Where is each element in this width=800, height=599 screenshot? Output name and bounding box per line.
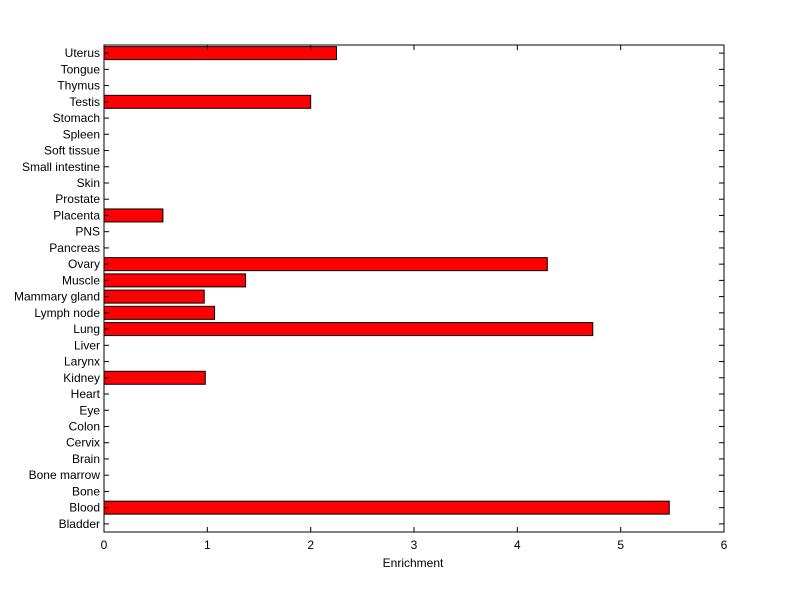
bar-lung <box>103 322 594 337</box>
y-tick-label-thymus: Thymus <box>57 79 100 93</box>
y-tick-label-blood: Blood <box>69 501 100 515</box>
y-tick-label-ovary: Ovary <box>68 257 100 271</box>
y-tick-label-skin: Skin <box>77 176 100 190</box>
y-tick-label-kidney: Kidney <box>63 371 100 385</box>
x-tick-label-6: 6 <box>721 538 728 552</box>
x-tick-label-1: 1 <box>204 538 211 552</box>
y-tick-label-spleen: Spleen <box>63 127 100 141</box>
bars-layer <box>103 46 670 515</box>
bar-uterus <box>103 46 337 61</box>
y-tick-label-bone-marrow: Bone marrow <box>29 468 101 482</box>
plot-area-frame <box>103 44 725 533</box>
y-tick-label-brain: Brain <box>72 452 100 466</box>
y-tick-label-lung: Lung <box>73 322 100 336</box>
y-tick-label-larynx: Larynx <box>64 355 100 369</box>
ticks-layer <box>103 45 725 532</box>
y-tick-label-heart: Heart <box>71 387 101 401</box>
bar-lymph-node <box>103 305 216 320</box>
bar-placenta <box>103 208 164 223</box>
tick-labels-layer: Bladder Blood Bone Bone marrow Brain Cervix Co… <box>14 46 728 552</box>
x-tick-label-4: 4 <box>514 538 521 552</box>
y-tick-label-soft-tissue: Soft tissue <box>44 144 100 158</box>
bar-mammary-gland <box>103 289 205 304</box>
y-tick-label-muscle: Muscle <box>62 273 100 287</box>
y-tick-label-prostate: Prostate <box>55 192 100 206</box>
y-tick-label-mammary-gland: Mammary gland <box>14 290 100 304</box>
y-tick-label-liver: Liver <box>74 338 100 352</box>
y-tick-label-lymph-node: Lymph node <box>34 306 100 320</box>
x-tick-label-0: 0 <box>101 538 108 552</box>
bar-testis <box>103 94 312 109</box>
x-tick-label-3: 3 <box>411 538 418 552</box>
bar-kidney <box>103 370 206 385</box>
bar-blood <box>103 500 670 515</box>
y-tick-label-pns: PNS <box>75 225 100 239</box>
y-tick-label-bone: Bone <box>72 484 100 498</box>
bar-ovary <box>103 257 548 272</box>
bar-muscle <box>103 273 247 288</box>
x-tick-label-2: 2 <box>307 538 314 552</box>
y-tick-label-colon: Colon <box>69 419 100 433</box>
x-axis-label: Enrichment <box>383 556 444 570</box>
x-tick-label-5: 5 <box>617 538 624 552</box>
y-tick-label-placenta: Placenta <box>53 208 100 222</box>
y-tick-label-uterus: Uterus <box>65 46 100 60</box>
y-tick-label-small-intestine: Small intestine <box>22 160 100 174</box>
y-tick-label-stomach: Stomach <box>53 111 100 125</box>
y-tick-label-pancreas: Pancreas <box>49 241 100 255</box>
y-tick-label-cervix: Cervix <box>66 436 100 450</box>
y-tick-label-testis: Testis <box>69 95 100 109</box>
y-tick-label-bladder: Bladder <box>59 517 100 531</box>
y-tick-label-tongue: Tongue <box>61 62 101 76</box>
y-tick-label-eye: Eye <box>79 403 100 417</box>
